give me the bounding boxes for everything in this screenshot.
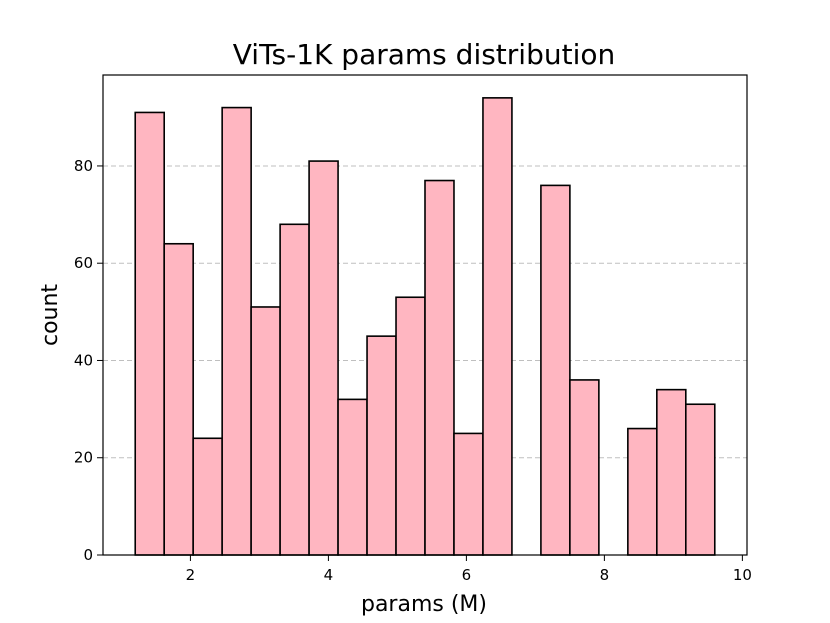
x-axis-ticks: 2 4 6 8 10 <box>186 555 752 584</box>
histogram-bar <box>569 379 600 556</box>
x-axis-label: params (M) <box>361 592 487 617</box>
y-tick-label: 20 <box>74 449 93 467</box>
histogram-bar <box>134 111 165 556</box>
x-tick-label: 2 <box>186 566 196 584</box>
histogram-bar <box>395 296 426 556</box>
histogram-bar <box>656 388 687 556</box>
y-axis-label: count <box>38 284 63 346</box>
histogram-bar <box>279 223 310 556</box>
histogram-bar <box>627 427 658 556</box>
histogram-bar <box>424 179 455 556</box>
x-tick-label: 4 <box>324 566 334 584</box>
histogram-bar <box>221 106 252 556</box>
y-tick-label: 60 <box>74 254 93 272</box>
plot-frame <box>102 74 748 556</box>
y-tick-label: 0 <box>83 546 93 564</box>
histogram-bar <box>540 184 571 556</box>
histogram-bar <box>163 242 194 556</box>
chart-title: ViTs-1K params distribution <box>233 38 615 71</box>
y-tick-label: 80 <box>74 157 93 175</box>
x-tick-label: 8 <box>600 566 610 584</box>
histogram-bar <box>308 160 339 556</box>
x-tick-label: 6 <box>462 566 472 584</box>
histogram-bar <box>482 97 513 556</box>
y-tick-label: 40 <box>74 351 93 369</box>
histogram-bar <box>685 403 716 556</box>
y-axis-ticks: 0 20 40 60 80 <box>74 157 103 564</box>
histogram-bar <box>453 432 484 556</box>
x-tick-label: 10 <box>733 566 752 584</box>
histogram-bar <box>366 335 397 556</box>
histogram-bar <box>337 398 368 556</box>
histogram-bar <box>192 437 223 556</box>
histogram-bar <box>250 306 281 556</box>
